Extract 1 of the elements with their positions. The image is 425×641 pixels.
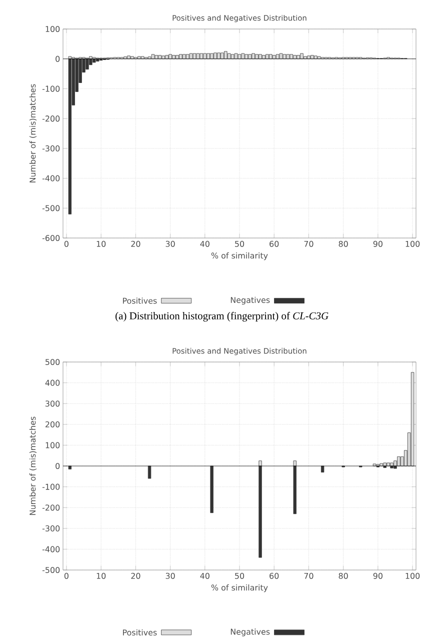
text: (a) Distribution histogram (fingerprint) of CL-C3G — [116, 312, 328, 322]
